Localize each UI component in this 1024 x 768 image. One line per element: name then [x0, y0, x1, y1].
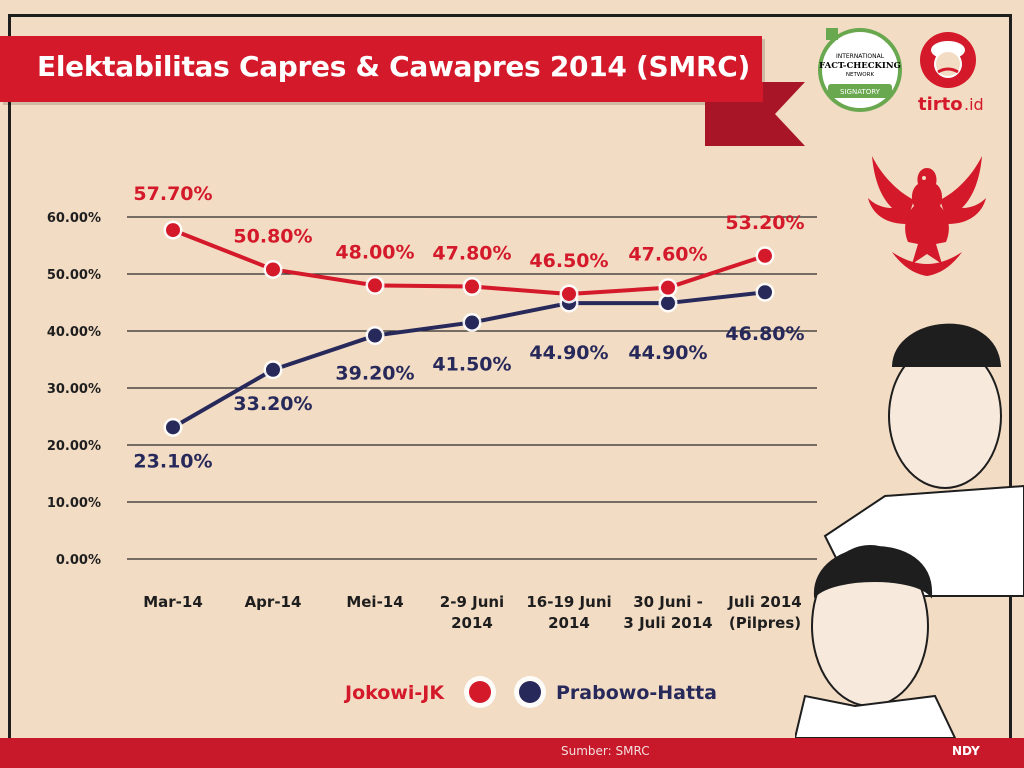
data-label: 44.90%	[628, 342, 707, 364]
data-point	[465, 279, 479, 294]
y-tick-label: 40.00%	[47, 325, 101, 340]
y-tick-label: 60.00%	[47, 211, 101, 226]
data-point	[166, 223, 180, 238]
legend-marker	[519, 681, 541, 703]
data-label: 48.00%	[335, 241, 414, 263]
x-tick-label: 3 Juli 2014	[623, 614, 712, 632]
tirto-suffix: .id	[964, 95, 984, 114]
x-tick-label: Mar-14	[143, 593, 203, 611]
x-tick-label: 2014	[451, 614, 493, 632]
data-label: 23.10%	[133, 450, 212, 472]
factcheck-line3: NETWORK	[846, 72, 875, 78]
data-point	[562, 286, 576, 301]
title-banner	[0, 36, 762, 102]
data-point	[758, 285, 772, 300]
series-group: 23.10% 33.20% 39.20% 41.50% 44.90% 44.90% 46.8…	[133, 183, 804, 472]
data-point	[368, 278, 382, 293]
credit-text: NDY	[952, 744, 980, 758]
footer-bar	[0, 738, 1024, 768]
y-tick-label: 10.00%	[47, 496, 101, 511]
factcheck-badge: INTERNATIONAL FACT-CHECKING NETWORK SIGN…	[818, 28, 902, 112]
data-label: 46.50%	[529, 250, 608, 272]
x-tick-label: Mei-14	[346, 593, 403, 611]
data-point	[266, 262, 280, 277]
legend-marker	[469, 681, 491, 703]
y-tick-label: 30.00%	[47, 382, 101, 397]
x-tick-label: 2014	[548, 614, 590, 632]
legend-markers	[464, 676, 546, 708]
data-label: 57.70%	[133, 183, 212, 205]
data-point	[266, 362, 280, 377]
factcheck-line2: FACT-CHECKING	[819, 61, 901, 71]
y-tick-label: 20.00%	[47, 439, 101, 454]
tirto-logo: tirto .id	[918, 32, 984, 115]
x-tick-label: Apr-14	[245, 593, 302, 611]
factcheck-line1: INTERNATIONAL	[836, 53, 885, 60]
y-tick-label: 0.00%	[56, 553, 101, 568]
y-axis-ticks: 0.00% 10.00% 20.00% 30.00% 40.00% 50.00% 60.00…	[47, 211, 101, 568]
x-axis-ticks: Mar-14 Apr-14 Mei-14 2-9 Juni 2014 16-19 Juni…	[143, 593, 802, 632]
data-point	[661, 280, 675, 295]
x-tick-label: (Pilpres)	[729, 614, 801, 632]
legend-label-jokowi: Jokowi-JK	[345, 682, 445, 704]
data-label: 50.80%	[233, 225, 312, 247]
garuda-emblem-icon	[868, 156, 986, 276]
data-label: 41.50%	[432, 353, 511, 375]
data-point	[758, 248, 772, 263]
chart-frame	[8, 14, 1012, 754]
factcheck-signatory: SIGNATORY	[840, 88, 881, 96]
ribbon-tail	[705, 82, 805, 146]
x-tick-label: 30 Juni -	[633, 593, 703, 611]
gridlines	[127, 216, 817, 560]
legend-label-prabowo: Prabowo-Hatta	[556, 682, 717, 704]
x-tick-label: 16-19 Juni	[526, 593, 611, 611]
data-label: 39.20%	[335, 363, 414, 385]
data-point	[166, 420, 180, 435]
chart-title: Elektabilitas Capres & Cawapres 2014 (SM…	[37, 50, 750, 83]
data-point	[465, 315, 479, 330]
x-tick-label: 2-9 Juni	[440, 593, 504, 611]
tirto-wordmark: tirto	[918, 94, 963, 115]
candidate-portraits	[795, 323, 1024, 738]
source-text: Sumber: SMRC	[561, 744, 650, 758]
data-label: 46.80%	[725, 323, 804, 345]
data-point	[661, 296, 675, 311]
y-tick-label: 50.00%	[47, 268, 101, 283]
data-label: 47.60%	[628, 244, 707, 266]
data-label: 47.80%	[432, 243, 511, 265]
x-tick-label: Juli 2014	[727, 593, 802, 611]
data-label: 33.20%	[233, 393, 312, 415]
data-label: 53.20%	[725, 212, 804, 234]
data-point	[368, 328, 382, 343]
data-label: 44.90%	[529, 342, 608, 364]
